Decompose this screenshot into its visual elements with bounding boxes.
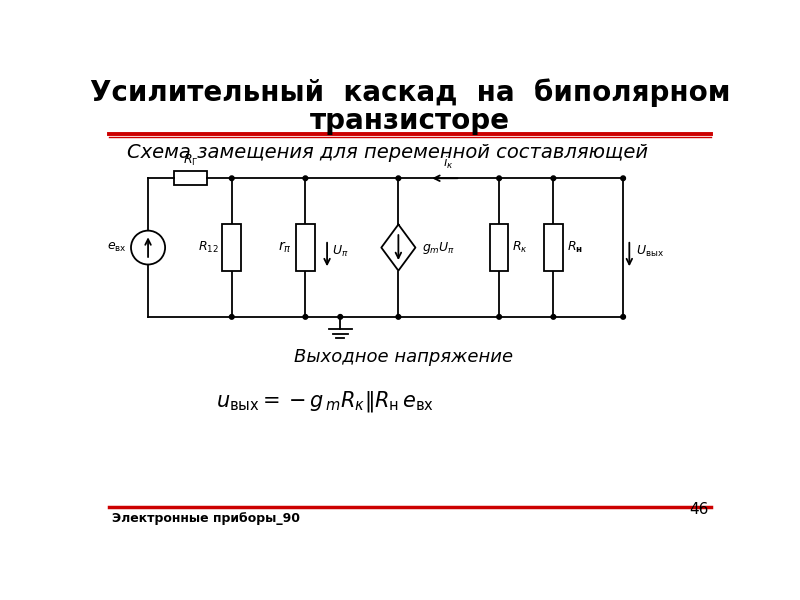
Circle shape — [396, 314, 401, 319]
Text: $R_\kappa$: $R_\kappa$ — [512, 240, 528, 255]
Polygon shape — [382, 224, 415, 271]
Circle shape — [230, 314, 234, 319]
Text: Схема замещения для переменной составляющей: Схема замещения для переменной составляю… — [127, 143, 648, 162]
Circle shape — [621, 314, 626, 319]
Text: 46: 46 — [689, 502, 708, 517]
Circle shape — [497, 176, 502, 181]
Text: Выходное напряжение: Выходное напряжение — [294, 347, 513, 365]
Text: $U_{\rm вых}$: $U_{\rm вых}$ — [635, 244, 664, 259]
Circle shape — [303, 176, 308, 181]
Circle shape — [621, 176, 626, 181]
Circle shape — [230, 176, 234, 181]
Text: Усилительный  каскад  на  биполярном: Усилительный каскад на биполярном — [90, 78, 730, 107]
Text: $U_\pi$: $U_\pi$ — [333, 244, 349, 259]
Text: транзисторе: транзисторе — [310, 107, 510, 134]
Circle shape — [551, 314, 556, 319]
Bar — [174, 172, 207, 185]
Circle shape — [551, 176, 556, 181]
Bar — [222, 224, 241, 271]
Text: $g_m U_\pi$: $g_m U_\pi$ — [422, 239, 455, 256]
Bar — [296, 224, 314, 271]
Text: $R_\mathbf{н}$: $R_\mathbf{н}$ — [566, 240, 582, 255]
Circle shape — [303, 314, 308, 319]
Circle shape — [131, 230, 165, 265]
Text: Электронные приборы_90: Электронные приборы_90 — [112, 512, 300, 526]
Bar — [544, 224, 562, 271]
Text: $e_{\rm вх}$: $e_{\rm вх}$ — [106, 241, 126, 254]
Bar — [490, 224, 509, 271]
Text: $i_\kappa$: $i_\kappa$ — [443, 154, 454, 170]
Circle shape — [497, 314, 502, 319]
Text: $r_\pi$: $r_\pi$ — [278, 240, 292, 255]
Text: $R_\Gamma$: $R_\Gamma$ — [182, 153, 198, 168]
Circle shape — [396, 176, 401, 181]
Text: $R_{12}$: $R_{12}$ — [198, 240, 218, 255]
Circle shape — [338, 314, 342, 319]
Text: $u_{\rm вых} = -g_{\,m} R_\kappa \| R_{\rm н}\, e_{\rm вх}$: $u_{\rm вых} = -g_{\,m} R_\kappa \| R_{\… — [216, 389, 434, 414]
